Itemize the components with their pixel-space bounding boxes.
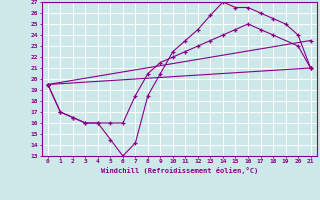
X-axis label: Windchill (Refroidissement éolien,°C): Windchill (Refroidissement éolien,°C)	[100, 167, 258, 174]
